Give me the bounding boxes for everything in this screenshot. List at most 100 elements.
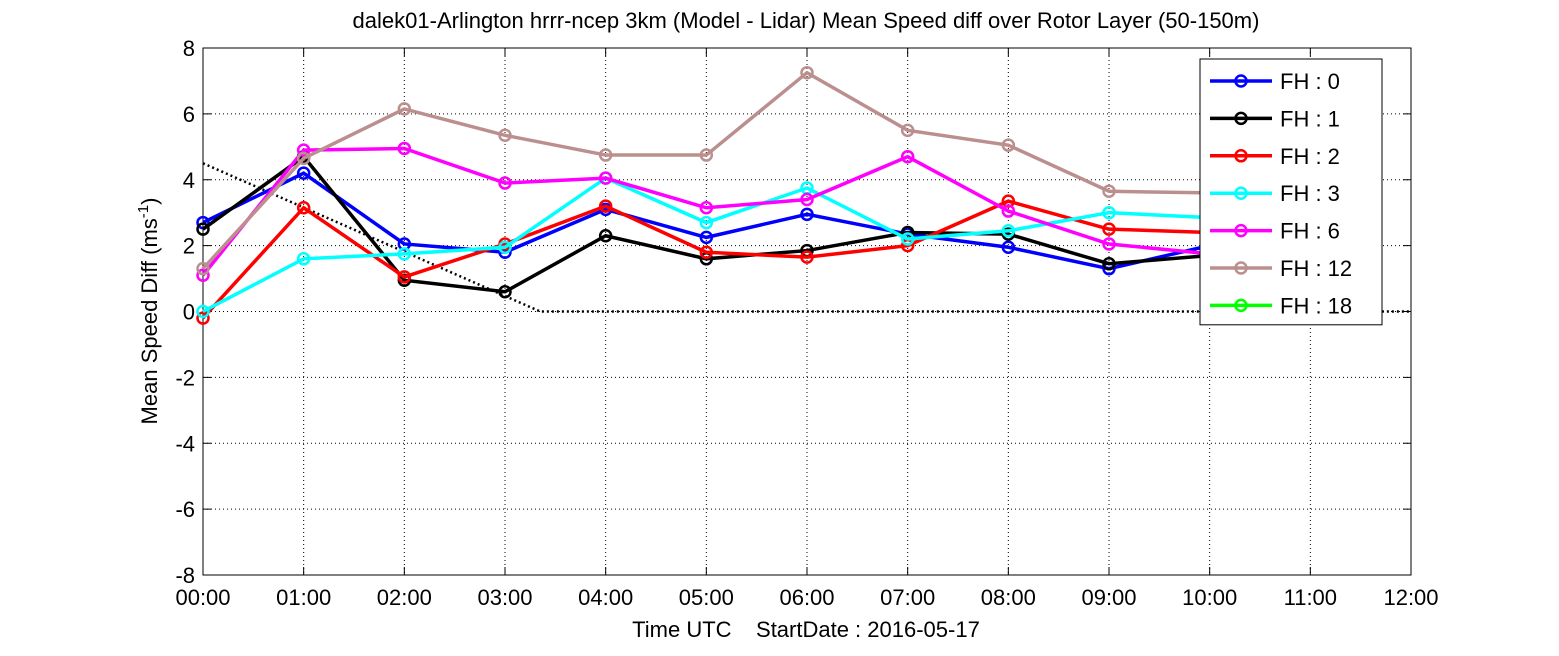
series-fh-3 [196,171,1217,319]
data-point [598,171,613,185]
legend-item: FH : 2 [1210,144,1340,169]
y-tick-labels: -8 -6 -4 -2 0 2 4 6 8 [175,36,195,588]
data-point [498,176,512,190]
data-point [196,311,210,325]
chart-title: dalek01-Arlington hrrr-ncep 3km (Model -… [353,8,1260,33]
data-point [397,247,412,261]
legend-marker [1234,186,1248,200]
data-point [800,207,814,222]
data-point [397,270,412,284]
series-line [201,146,1210,277]
y-axis-label-end: ) [137,198,162,205]
data-point [1102,222,1116,236]
data-point [1001,240,1016,255]
x-tick-label: 01:00 [276,585,331,610]
data-point [296,200,311,215]
data-point [196,268,210,283]
y-tick-label: -4 [175,431,195,456]
legend-marker [1234,74,1248,88]
x-tick-label: 07:00 [880,585,935,610]
data-point [296,252,311,266]
data-point [196,222,210,236]
data-point [397,102,412,116]
data-point [598,199,613,213]
x-tick-label: 05:00 [679,585,734,610]
data-point [598,228,613,243]
legend-marker [1234,223,1248,238]
legend-marker [1234,111,1248,126]
data-point [699,230,714,245]
legend-item: FH : 18 [1210,293,1352,318]
legend-label: FH : 3 [1280,181,1340,206]
legend-label: FH : 18 [1280,293,1352,318]
legend: FH : 0 FH : 1 FH : 2 FH : 3 FH : 6 FH : 12 FH … [1199,58,1383,326]
data-point [900,232,915,246]
data-point [498,128,512,143]
data-point [1102,205,1116,220]
data-point [196,304,210,319]
x-tick-label: 10:00 [1182,585,1237,610]
y-tick-label: 6 [183,102,195,127]
y-tick-label: 4 [183,168,195,193]
data-point [598,148,613,162]
y-tick-label: 0 [183,300,195,325]
data-point [498,240,512,255]
legend-marker [1234,298,1248,313]
x-tick-label: 02:00 [377,585,432,610]
legend-marker [1234,261,1248,275]
legend-label: FH : 1 [1280,106,1340,131]
y-tick-label: -2 [175,365,195,390]
data-point [800,192,814,207]
legend-label: FH : 12 [1280,256,1352,281]
legend-item: FH : 0 [1210,69,1340,94]
data-point [699,200,714,215]
axis-ticks [202,47,1412,576]
y-axis-label-sup: -1 [135,205,152,218]
x-tick-label: 08:00 [981,585,1036,610]
data-point [800,65,814,80]
x-tick-label: 12:00 [1383,585,1438,610]
data-point [699,245,714,259]
legend-item: FH : 1 [1210,106,1340,131]
data-point [1102,237,1116,251]
series-line [202,176,1210,314]
data-point [699,148,714,162]
data-point [1001,224,1016,238]
series-line [201,70,1210,270]
data-point [800,250,814,264]
data-point [900,149,915,164]
data-point [498,284,512,299]
data-point [296,151,311,166]
legend-label: FH : 0 [1280,69,1340,94]
x-tick-label: 03:00 [477,585,532,610]
data-point [699,215,714,230]
data-point [196,261,210,276]
y-tick-label: -6 [175,497,195,522]
y-tick-label: -8 [175,563,195,588]
data-point [1001,138,1016,152]
data-point [1102,256,1116,271]
x-tick-labels: 00:00 01:00 02:00 03:00 04:00 05:00 06:00 07:00… [175,585,1438,610]
y-tick-label: 8 [183,36,195,61]
x-tick-label: 04:00 [578,585,633,610]
legend-label: FH : 6 [1280,219,1340,244]
y-axis-label-main: Mean Speed Diff (ms [137,218,162,424]
data-point [296,143,311,157]
data-point [900,123,915,138]
x-tick-label: 06:00 [779,585,834,610]
y-axis-label: Mean Speed Diff (ms-1) [135,198,162,425]
data-point [1001,204,1016,218]
x-tick-label: 09:00 [1081,585,1136,610]
x-tick-label: 00:00 [175,585,230,610]
legend-item: FH : 12 [1210,256,1352,281]
legend-marker [1234,149,1248,163]
legend-label: FH : 2 [1280,144,1340,169]
legend-item: FH : 6 [1210,219,1340,244]
data-point [1102,184,1116,199]
x-tick-label: 11:00 [1284,585,1337,610]
x-axis-label: Time UTC StartDate : 2016-05-17 [632,617,980,642]
legend-item: FH : 3 [1210,181,1340,206]
y-tick-label: 2 [183,234,195,259]
data-point [296,166,311,180]
